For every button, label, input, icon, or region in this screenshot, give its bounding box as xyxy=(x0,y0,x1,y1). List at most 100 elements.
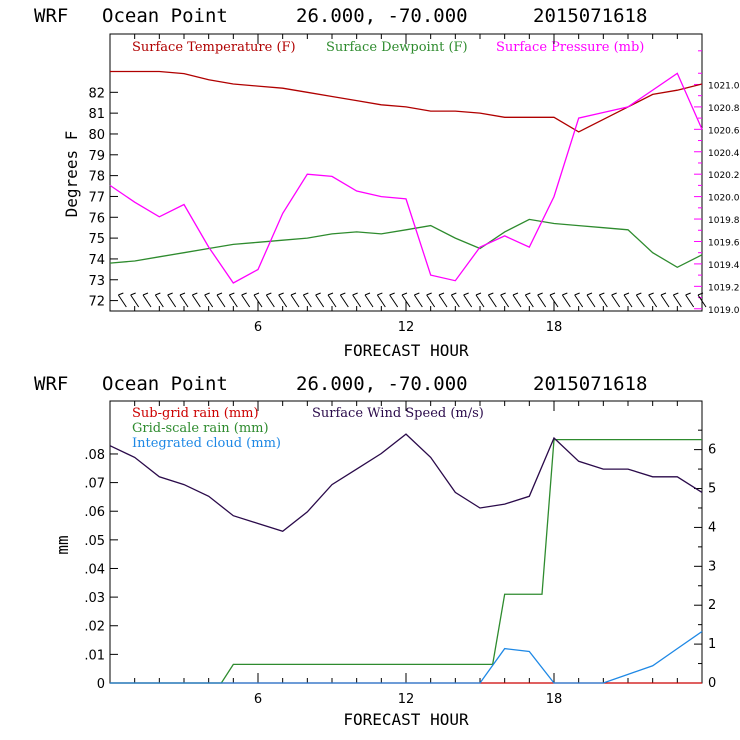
p1-ytick-label-72: 72 xyxy=(88,295,105,310)
p1-y2tick-label-1020.6: 1020.6 xyxy=(708,126,740,136)
p1-ytick-label-73: 73 xyxy=(88,274,105,289)
p1-y2tick-label-1019.8: 1019.8 xyxy=(708,216,740,226)
p1-y2tick-label-1020.0: 1020.0 xyxy=(708,194,740,204)
p2-ytick-label-.08: .08 xyxy=(84,448,105,463)
p1-y2tick-label-1019.0: 1019.0 xyxy=(708,306,740,316)
panel1-header-coords: 26.000, -70.000 xyxy=(296,5,468,27)
panel1-header-model: WRF xyxy=(34,5,68,27)
wind-barb xyxy=(635,292,645,308)
wind-barb xyxy=(586,292,596,308)
wind-barb xyxy=(154,292,164,308)
p1-ytick-label-80: 80 xyxy=(88,128,105,143)
panel2-header-location: Ocean Point xyxy=(102,373,228,395)
legend-surface-dewpoint: Surface Dewpoint (F) xyxy=(326,40,468,55)
p1-series-surface-dewpoint xyxy=(109,218,703,269)
p1-y2tick-label-1020.2: 1020.2 xyxy=(708,171,740,181)
p1-ytick-label-81: 81 xyxy=(88,107,105,122)
legend-surface-pressure: Surface Pressure (mb) xyxy=(496,40,644,55)
p1-ytick-label-78: 78 xyxy=(88,170,105,185)
wind-barb xyxy=(278,292,288,308)
wind-barb xyxy=(204,292,214,308)
wind-barb xyxy=(389,292,399,308)
wind-barb xyxy=(463,292,473,308)
p1-ytick-label-76: 76 xyxy=(88,211,105,226)
p2-ytick-label-.07: .07 xyxy=(84,477,105,492)
wind-barb xyxy=(512,292,522,308)
panel-precipitation: WRF Ocean Point 26.000, -70.000 20150716… xyxy=(34,373,716,729)
legend-subgrid-rain: Sub-grid rain (mm) xyxy=(132,406,259,421)
wind-barb xyxy=(487,292,497,308)
p1-xtick-label-6: 6 xyxy=(254,320,262,335)
wind-barb xyxy=(191,292,201,308)
wind-barb xyxy=(142,292,152,308)
wind-barb xyxy=(265,292,275,308)
wind-barb xyxy=(130,292,140,308)
wind-barb xyxy=(500,292,510,308)
wind-barb xyxy=(290,292,300,308)
wind-barb xyxy=(685,292,695,308)
wind-barb xyxy=(450,292,460,308)
wind-barb xyxy=(426,292,436,308)
legend-gridscale-rain: Grid-scale rain (mm) xyxy=(132,421,269,436)
panel1-frame xyxy=(109,33,703,312)
p1-y2tick-label-1020.4: 1020.4 xyxy=(708,149,740,159)
p2-series-grid-scale-rain xyxy=(110,439,702,684)
p2-y2tick-label-1: 1 xyxy=(708,637,716,652)
wind-barb xyxy=(241,292,251,308)
wind-barb xyxy=(475,292,485,308)
p1-y2tick-label-1019.2: 1019.2 xyxy=(708,283,740,293)
p2-xtick-label-18: 18 xyxy=(546,692,563,707)
wind-barb xyxy=(352,292,362,308)
p2-ytick-label-.04: .04 xyxy=(84,562,105,577)
panel2-header-coords: 26.000, -70.000 xyxy=(296,373,468,395)
p2-y2tick-label-4: 4 xyxy=(708,520,716,535)
wind-barb xyxy=(574,292,584,308)
wind-barb xyxy=(561,292,571,308)
wind-barb xyxy=(672,292,682,308)
wind-barb xyxy=(611,292,621,308)
p2-xtick-label-12: 12 xyxy=(398,692,415,707)
p1-ytick-label-74: 74 xyxy=(88,253,105,268)
p1-y2tick-label-1020.8: 1020.8 xyxy=(708,104,740,114)
legend-integrated-cloud: Integrated cloud (mm) xyxy=(132,436,281,451)
panel1-ylabel: Degrees F xyxy=(62,131,81,218)
panel-temperature: WRF Ocean Point 26.000, -70.000 20150716… xyxy=(34,5,740,360)
panel2-header-run: 2015071618 xyxy=(533,373,647,395)
wind-barb xyxy=(438,292,448,308)
p1-xtick-label-12: 12 xyxy=(398,320,415,335)
wind-barb xyxy=(413,292,423,308)
p2-y2tick-label-2: 2 xyxy=(708,598,716,613)
wind-barb xyxy=(228,292,238,308)
p2-ytick-label-.02: .02 xyxy=(84,620,105,635)
wind-barb xyxy=(364,292,374,308)
panel2-xlabel: FORECAST HOUR xyxy=(343,710,469,729)
legend-surface-temperature: Surface Temperature (F) xyxy=(132,40,296,55)
wind-barb xyxy=(179,292,189,308)
p1-ytick-label-79: 79 xyxy=(88,149,105,164)
p1-xtick-label-18: 18 xyxy=(546,320,563,335)
wind-barb xyxy=(524,292,534,308)
wind-barb xyxy=(537,292,547,308)
wind-barb xyxy=(376,292,386,308)
p1-series-surface-pressure xyxy=(109,72,703,284)
wind-barb xyxy=(339,292,349,308)
panel1-header-run: 2015071618 xyxy=(533,5,647,27)
panel2-ylabel: mm xyxy=(53,535,72,554)
panel1-xlabel: FORECAST HOUR xyxy=(343,341,469,360)
wind-barb xyxy=(327,292,337,308)
wind-barbs-row xyxy=(117,292,707,308)
panel2-header-model: WRF xyxy=(34,373,68,395)
p2-y2tick-label-5: 5 xyxy=(708,482,716,497)
p2-ytick-label-.05: .05 xyxy=(84,534,105,549)
wind-barb xyxy=(253,292,263,308)
p2-series-surface-wind-speed xyxy=(109,433,703,533)
wind-barb xyxy=(117,292,127,308)
p2-y2tick-label-6: 6 xyxy=(708,443,716,458)
wind-barb xyxy=(302,292,312,308)
p1-y2tick-label-1021.0: 1021.0 xyxy=(708,81,740,91)
wind-barb xyxy=(697,292,707,308)
p2-xtick-label-6: 6 xyxy=(254,692,262,707)
p1-ytick-label-77: 77 xyxy=(88,190,105,205)
wind-barb xyxy=(549,292,559,308)
